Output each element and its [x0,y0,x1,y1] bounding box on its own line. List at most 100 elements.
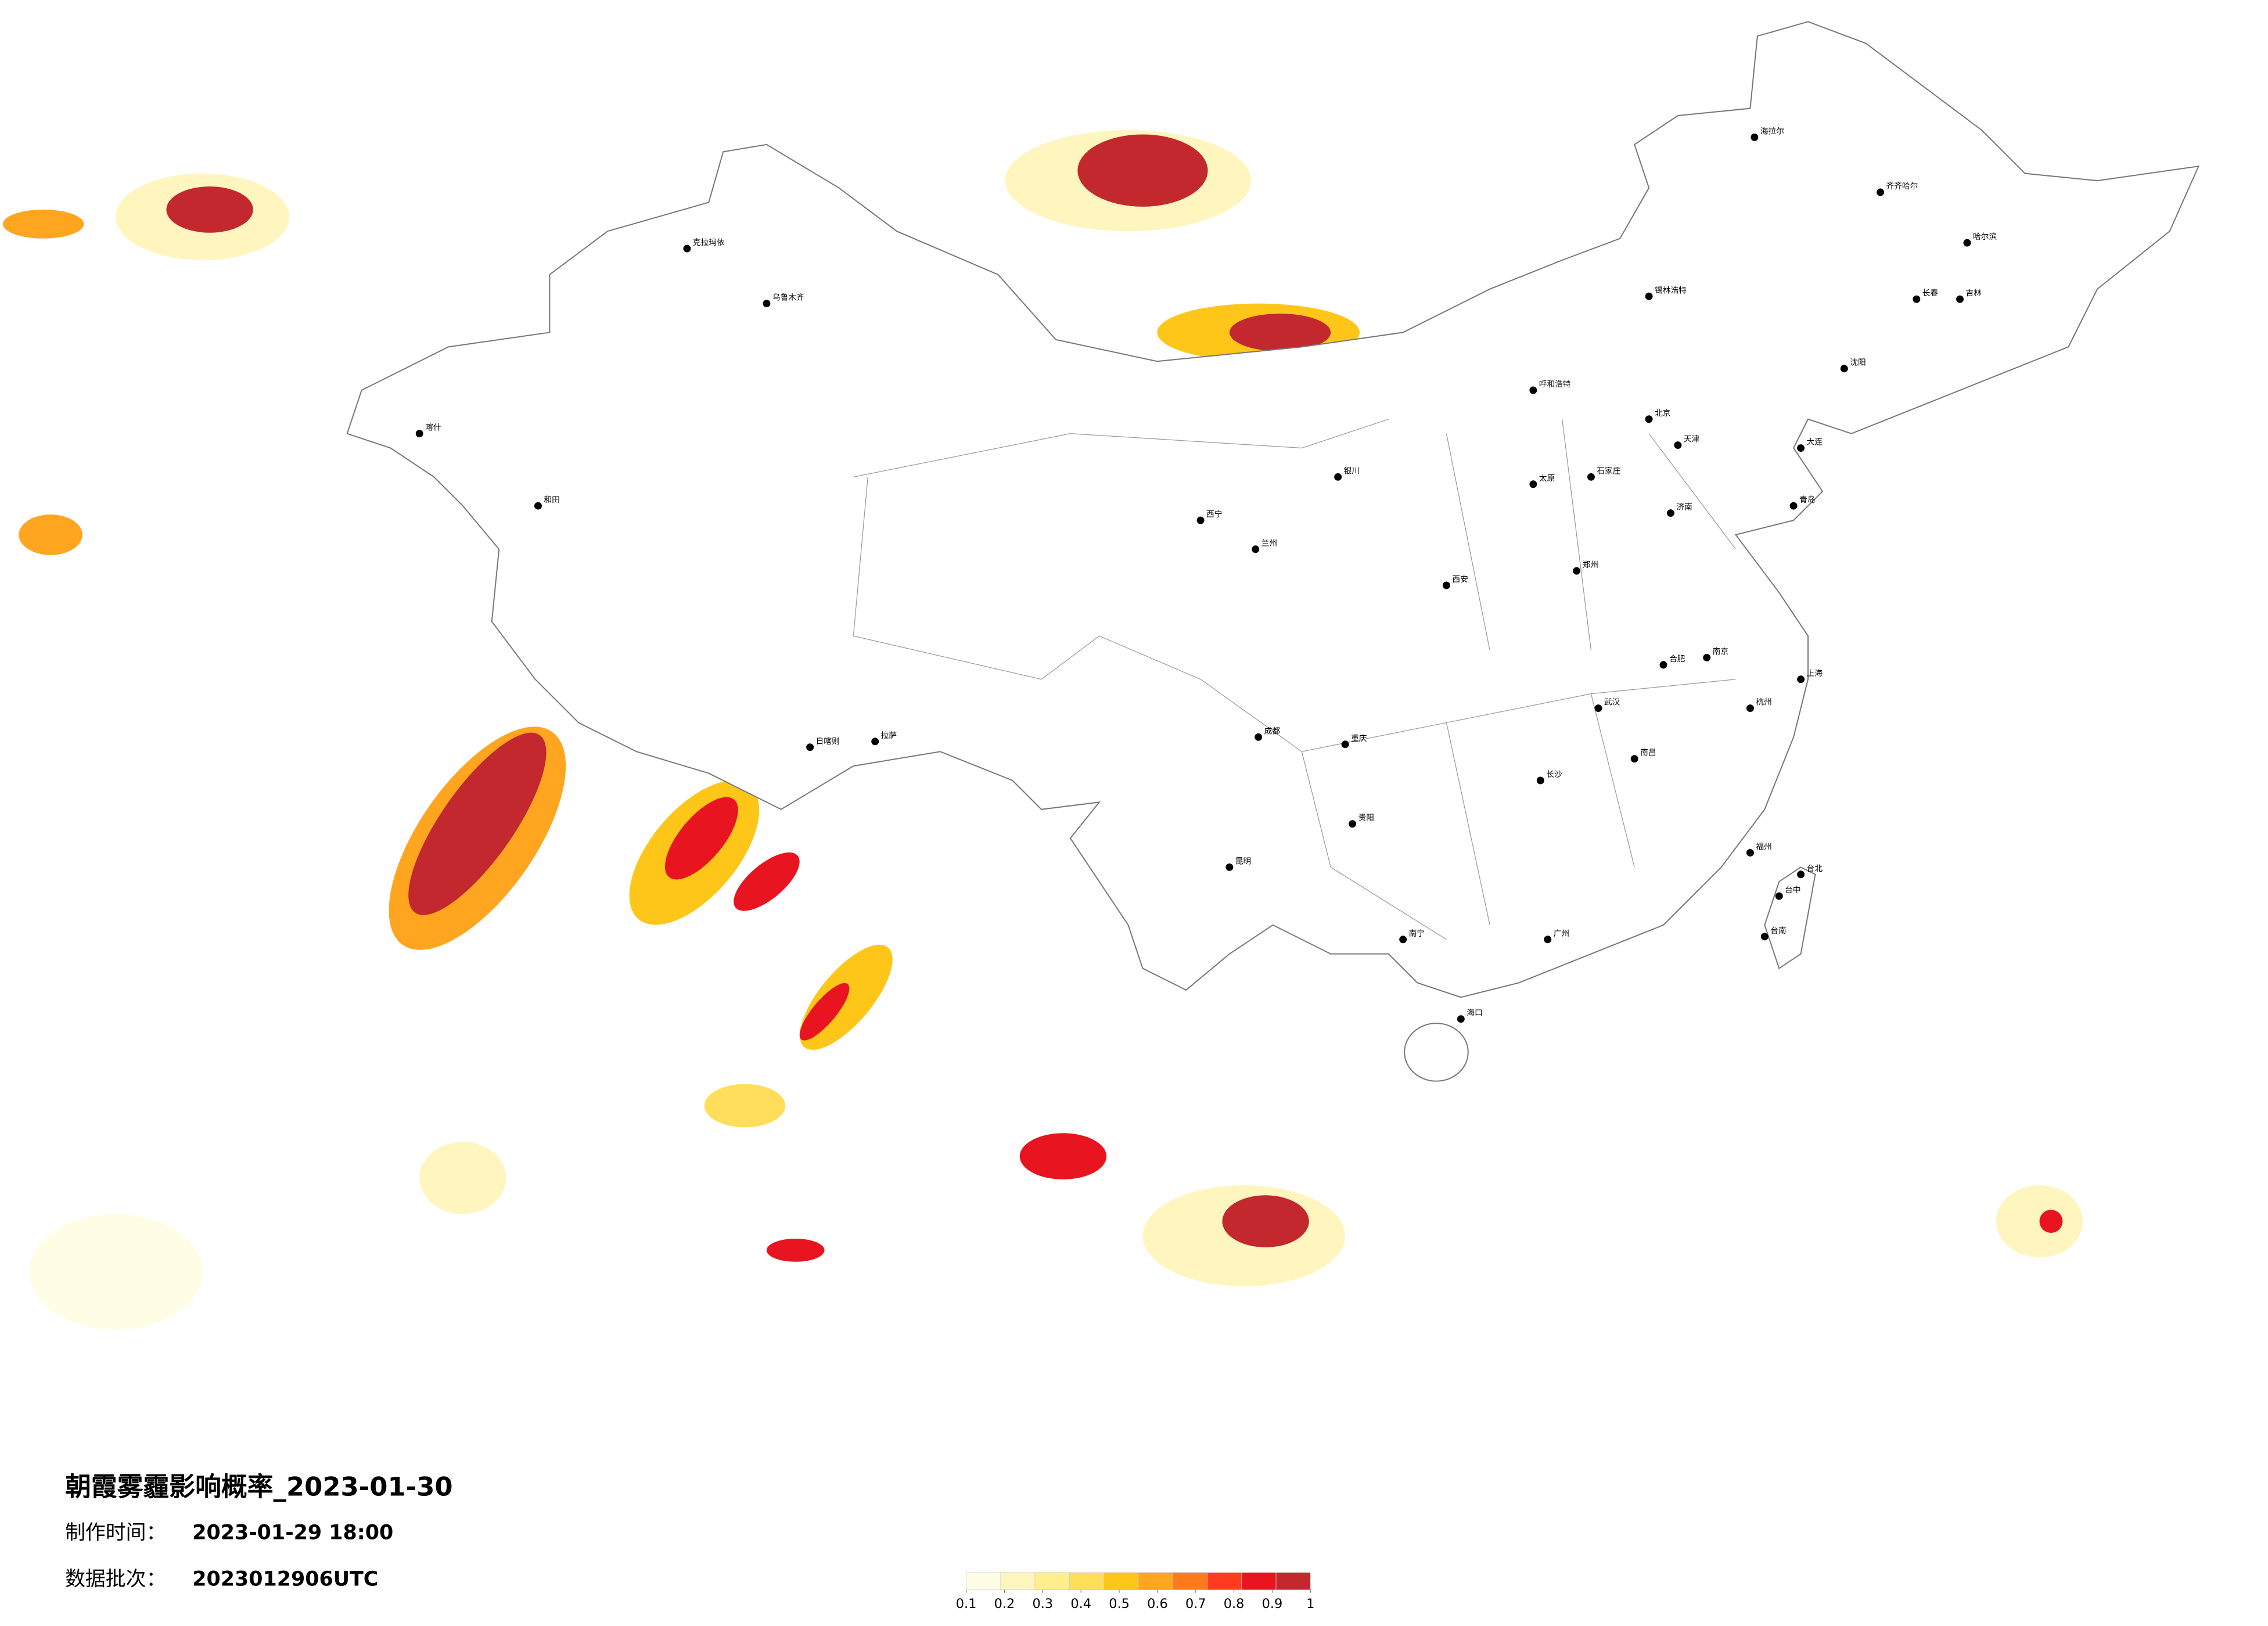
city-dot [1877,188,1885,196]
city-dot [1573,567,1581,575]
city-label: 福州 [1756,842,1771,851]
city-label: 南京 [1713,647,1728,656]
city-label: 昆明 [1235,857,1251,866]
city-label: 齐齐哈尔 [1886,182,1918,191]
city-dot [1341,740,1349,749]
city-label: 广州 [1554,929,1569,938]
city-label: 石家庄 [1597,466,1620,476]
city-label: 银川 [1344,466,1360,476]
city-dot [1587,473,1595,481]
city-dot [806,743,814,751]
city-dot [871,738,879,746]
city-label: 日喀则 [816,737,840,746]
made-label: 制作时间： [65,1521,166,1545]
city-label: 台中 [1785,886,1800,895]
city-label: 长春 [1922,289,1939,298]
city-label: 南昌 [1640,749,1656,758]
legend-swatch [1138,1572,1173,1591]
city-dot [1797,444,1805,452]
city-dot [1840,365,1848,373]
city-label: 成都 [1264,726,1281,736]
legend-swatch [1069,1572,1105,1591]
city-dot [1399,936,1407,944]
city-dot [1442,581,1450,589]
city-label: 乌鲁木齐 [772,293,804,303]
legend-tick-label: 0.5 [1109,1596,1130,1611]
city-dot [1674,441,1682,449]
title: 朝霞雾霾影响概率_2023-01-30 [65,1472,453,1502]
city-dot [1529,386,1537,394]
made-time: 2023-01-29 18:00 [192,1521,393,1545]
city-dot [763,300,771,308]
legend-swatch [1104,1572,1139,1591]
city-label: 呼和浩特 [1539,380,1571,389]
city-dot [1255,733,1263,741]
city-dot [1797,870,1805,879]
city-dot [1334,473,1342,481]
city-dot [1789,502,1798,510]
city-dot [1544,936,1552,944]
city-dot [1529,480,1537,488]
legend-tick-label: 0.1 [956,1596,977,1611]
city-label: 台南 [1770,926,1786,936]
city-label: 重庆 [1351,734,1367,743]
city-dot [1797,675,1805,684]
city-dot [1913,295,1921,303]
city-label: 北京 [1655,409,1670,418]
city-dot [1746,704,1754,713]
city-dot [1746,848,1754,857]
legend-tick-label: 0.3 [1033,1596,1054,1611]
taiwan [1764,866,1816,970]
legend-tick-label: 0.2 [994,1596,1015,1611]
legend: 0.1 0.2 0.3 0.4 0.5 0.6 0.7 0.8 0.9 1 [956,1572,1314,1611]
legend-tick-label: 0.6 [1147,1596,1168,1611]
city-label: 沈阳 [1850,358,1866,368]
legend-tick-label: 1 [1306,1596,1314,1611]
province-borders [853,419,1737,940]
legend-swatch [1241,1572,1277,1591]
city-dot [1594,704,1602,713]
city-label: 西宁 [1206,509,1222,519]
city-dot [1659,661,1667,669]
city-label: 哈尔滨 [1973,232,1997,242]
city-dot [1963,239,1971,247]
city-dot [1751,133,1759,141]
city-label: 南宁 [1409,929,1425,938]
city-label: 武汉 [1604,698,1620,707]
city-dot [1536,776,1544,785]
city-dot [1457,1015,1465,1023]
city-label: 台北 [1807,864,1823,873]
city-dot [534,502,542,510]
china-outline [346,21,2200,1082]
city-label: 青岛 [1799,495,1815,505]
city-dot [683,244,691,253]
city-dot [1349,820,1357,828]
city-label: 上海 [1807,669,1823,678]
city-label: 长沙 [1546,770,1562,779]
city-label: 郑州 [1583,560,1598,570]
city-dot [415,430,423,438]
city-label: 海拉尔 [1760,127,1784,136]
city-label: 杭州 [1756,698,1771,707]
city-dot [1225,863,1234,871]
city-dot [1645,415,1653,423]
city-label: 喀什 [425,423,441,433]
city-dot [1196,516,1205,524]
city-dot [1252,545,1260,553]
city-label: 兰州 [1261,539,1277,548]
legend-swatch [966,1572,1001,1591]
city-dot [1645,292,1653,300]
legend-swatch [1172,1572,1207,1591]
city-dot [1666,509,1674,517]
legend-tick-label: 0.9 [1262,1596,1283,1611]
hainan [1404,1023,1469,1082]
city-label: 海口 [1467,1009,1482,1018]
legend-tick-label: 0.8 [1224,1596,1245,1611]
city-label: 天津 [1684,435,1700,444]
city-label: 拉萨 [881,731,897,740]
city-dot [1760,933,1769,941]
legend-swatch [1000,1572,1036,1591]
city-label: 克拉玛依 [693,238,725,247]
